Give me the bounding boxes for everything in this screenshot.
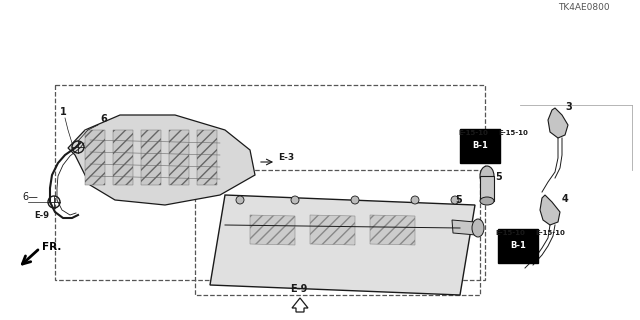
Ellipse shape — [480, 197, 494, 205]
Polygon shape — [370, 215, 415, 245]
Text: B-1: B-1 — [472, 141, 488, 150]
Text: E-15-10: E-15-10 — [498, 130, 528, 136]
Polygon shape — [210, 195, 475, 295]
Text: FR.: FR. — [42, 242, 61, 252]
Bar — [113, 130, 133, 185]
Bar — [85, 130, 105, 185]
Polygon shape — [452, 220, 476, 235]
Text: E-15-10: E-15-10 — [495, 230, 525, 236]
Text: 5: 5 — [495, 172, 502, 182]
Text: 2: 2 — [481, 152, 488, 162]
Text: 4: 4 — [562, 194, 569, 204]
Ellipse shape — [480, 166, 494, 186]
Text: E-3: E-3 — [278, 153, 294, 162]
Text: E-15-10: E-15-10 — [535, 230, 565, 236]
Text: 1: 1 — [60, 107, 67, 117]
Circle shape — [291, 196, 299, 204]
Text: 6: 6 — [100, 114, 107, 124]
Bar — [55, 85, 485, 280]
Ellipse shape — [472, 219, 484, 237]
Circle shape — [236, 196, 244, 204]
Polygon shape — [548, 108, 568, 138]
Bar — [480, 176, 494, 201]
Bar — [169, 130, 189, 185]
Polygon shape — [310, 215, 355, 245]
Polygon shape — [68, 115, 255, 205]
Circle shape — [411, 196, 419, 204]
Bar — [195, 170, 480, 295]
Circle shape — [351, 196, 359, 204]
Text: 3: 3 — [565, 102, 572, 112]
Text: TK4AE0800: TK4AE0800 — [558, 3, 610, 12]
Text: B-1: B-1 — [510, 241, 526, 250]
Polygon shape — [540, 195, 560, 225]
Text: E-15-10: E-15-10 — [458, 130, 488, 136]
Polygon shape — [292, 298, 308, 312]
Circle shape — [451, 196, 459, 204]
Polygon shape — [250, 215, 295, 245]
Bar — [197, 130, 217, 185]
Bar — [141, 130, 161, 185]
Text: E-9: E-9 — [290, 284, 307, 294]
Text: E-9: E-9 — [34, 211, 49, 220]
Text: 6—: 6— — [22, 192, 38, 202]
Text: 5: 5 — [455, 195, 461, 205]
